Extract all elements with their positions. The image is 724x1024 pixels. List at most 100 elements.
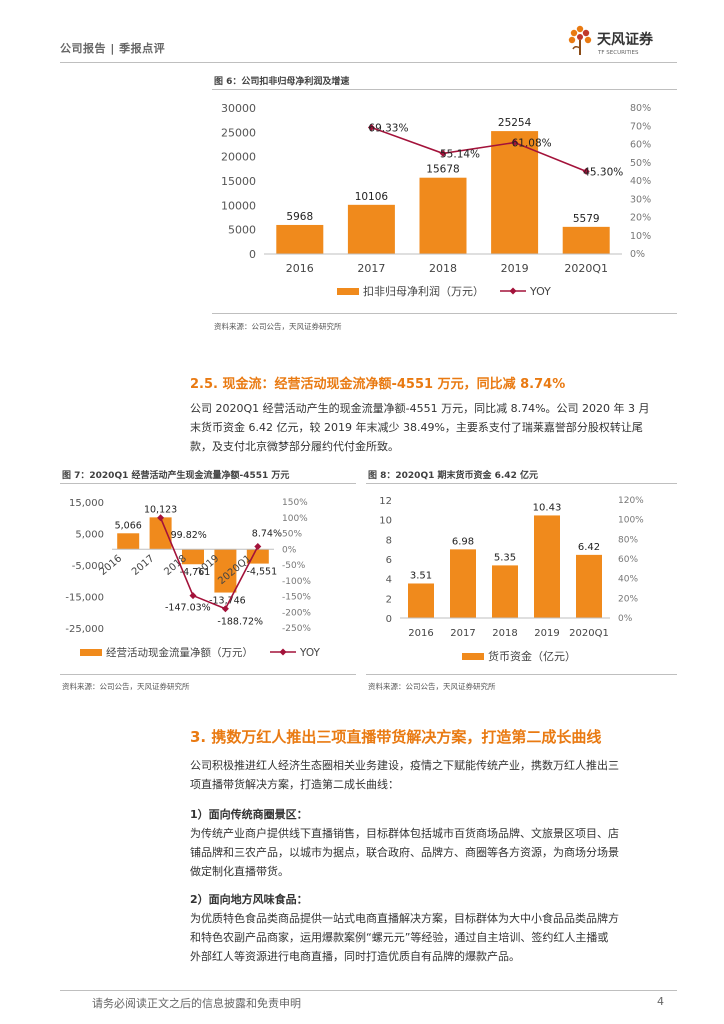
report-type-label: 公司报告 | 季报点评 bbox=[60, 42, 166, 55]
y-right-tick-label: -200% bbox=[282, 608, 311, 618]
y-left-tick-label: 5,000 bbox=[75, 530, 104, 541]
paragraph-line: 末货币资金 6.42 亿元，较 2019 年末减少 38.49%，主要系支付了瑞… bbox=[190, 421, 643, 434]
x-category-label: 2019 bbox=[501, 262, 529, 275]
y-left-tick-label: 10 bbox=[379, 516, 392, 527]
paragraph-line: 做定制化直播带货。 bbox=[190, 865, 289, 878]
x-category-label: 2018 bbox=[492, 628, 517, 639]
y-right-tick-label: 30% bbox=[630, 194, 651, 205]
y-left-tick-label: 0 bbox=[249, 248, 256, 261]
x-category-label: 2016 bbox=[98, 553, 125, 578]
y-left-tick-label: 2 bbox=[386, 594, 392, 605]
y-left-tick-label: 10000 bbox=[221, 199, 256, 212]
y-left-tick-label: 6 bbox=[386, 555, 392, 566]
fig6-caption: 图 6：公司扣非归母净利润及增速 bbox=[214, 77, 350, 87]
item2-title: 2）面向地方风味食品： bbox=[190, 893, 308, 906]
paragraph-line: 铺品牌和三农产品，以城市为据点，联合政府、品牌方、商圈等各方资源，为商场分场景 bbox=[190, 846, 619, 859]
y-right-tick-label: -100% bbox=[282, 577, 311, 587]
bar bbox=[534, 515, 560, 618]
item1-title: 1）面向传统商圈景区： bbox=[190, 808, 308, 821]
bar bbox=[562, 226, 610, 254]
brand-name: 天风证券 bbox=[597, 31, 654, 48]
flower-icon bbox=[568, 25, 592, 55]
yoy-point bbox=[157, 514, 165, 522]
yoy-value-label: 55.14% bbox=[440, 148, 480, 160]
header-divider bbox=[60, 62, 677, 63]
page-number: 4 bbox=[657, 995, 664, 1008]
yoy-value-label: -147.03% bbox=[165, 603, 211, 614]
x-category-label: 2018 bbox=[429, 262, 457, 275]
y-right-tick-label: 0% bbox=[282, 545, 297, 555]
y-right-tick-label: -250% bbox=[282, 624, 311, 634]
bar bbox=[246, 549, 269, 564]
legend-bar-label: 货币资金（亿元） bbox=[488, 649, 576, 663]
y-left-tick-label: 4 bbox=[386, 575, 392, 586]
bar-value-label: 6.98 bbox=[452, 536, 474, 547]
fig8-chart: 0246810120%20%40%60%80%100%120%3.516.985… bbox=[379, 496, 644, 663]
bar-value-label: 5968 bbox=[286, 211, 313, 223]
paragraph-line: 外部红人等资源进行电商直播，同时打造优质自有品牌的爆款产品。 bbox=[190, 950, 520, 963]
bar bbox=[117, 533, 140, 550]
brand-logo: 天风证券 TF SECURITIES bbox=[568, 25, 654, 56]
y-left-tick-label: 30000 bbox=[221, 102, 256, 115]
legend-line-marker bbox=[509, 287, 517, 295]
y-right-tick-label: 100% bbox=[282, 514, 308, 524]
bar-value-label: -4,551 bbox=[246, 567, 277, 578]
yoy-line bbox=[371, 126, 587, 173]
x-category-label: 2017 bbox=[357, 262, 385, 275]
y-right-tick-label: 80% bbox=[618, 535, 638, 545]
legend-line-marker bbox=[279, 648, 287, 656]
bar-value-label: 25254 bbox=[498, 117, 532, 129]
y-left-tick-label: -15,000 bbox=[65, 593, 104, 604]
bar bbox=[419, 177, 467, 254]
bar bbox=[492, 565, 518, 618]
bar-value-label: -4,761 bbox=[180, 567, 211, 578]
x-category-label: 2016 bbox=[408, 628, 433, 639]
yoy-value-label: 61.08% bbox=[512, 138, 552, 150]
section-2-5-title: 2.5. 现金流：经营活动现金流净额-4551 万元，同比减 8.74% bbox=[190, 377, 566, 392]
yoy-value-label: 99.82% bbox=[171, 530, 207, 541]
y-right-tick-label: 40% bbox=[618, 575, 638, 585]
y-right-tick-label: 60% bbox=[630, 140, 651, 151]
legend-bar-swatch bbox=[80, 649, 102, 656]
x-category-label: 2016 bbox=[286, 262, 314, 275]
fig7-caption: 图 7：2020Q1 经营活动产生现金流量净额-4551 万元 bbox=[62, 471, 290, 481]
paragraph-line: 和特色农副产品商家，运用爆款案例“螺元元”等经验，通过自主培训、签约红人主播或 bbox=[190, 931, 609, 944]
x-category-label: 2020Q1 bbox=[564, 262, 608, 275]
y-right-tick-label: 0% bbox=[618, 614, 633, 624]
fig7-bottom-divider bbox=[60, 674, 356, 675]
bar-value-label: 3.51 bbox=[410, 570, 432, 581]
y-left-tick-label: 5000 bbox=[228, 224, 256, 237]
legend-bar-label: 经营活动现金流量净额（万元） bbox=[106, 646, 253, 659]
yoy-value-label: 69.33% bbox=[368, 122, 408, 134]
bar bbox=[576, 554, 602, 618]
paragraph-line: 公司 2020Q1 经营活动产生的现金流量净额-4551 万元，同比减 8.74… bbox=[190, 402, 650, 415]
y-right-tick-label: 60% bbox=[618, 555, 638, 565]
item1-paragraph: 为传统产业商户提供线下直播销售，目标群体包括城市百货商场品牌、文旅景区项目、店 … bbox=[190, 824, 680, 881]
y-left-tick-label: -5,000 bbox=[72, 561, 104, 572]
brand-name-en: TF SECURITIES bbox=[597, 50, 639, 56]
bar-value-label: 10,123 bbox=[144, 504, 177, 515]
fig8-source: 资料来源：公司公告，天风证券研究所 bbox=[368, 682, 496, 691]
item2-paragraph: 为优质特色食品类商品提供一站式电商直播解决方案，目标群体为大中小食品品类品牌方 … bbox=[190, 909, 680, 966]
y-right-tick-label: -150% bbox=[282, 593, 311, 603]
bar bbox=[182, 549, 204, 565]
y-right-tick-label: 20% bbox=[630, 213, 651, 224]
footer-disclaimer: 请务必阅读正文之后的信息披露和免责申明 bbox=[92, 997, 301, 1010]
y-right-tick-label: -50% bbox=[282, 561, 306, 571]
fig7-source: 资料来源：公司公告，天风证券研究所 bbox=[62, 682, 190, 691]
bar-value-label: 15678 bbox=[426, 164, 459, 176]
y-right-tick-label: 50% bbox=[282, 530, 302, 540]
yoy-line bbox=[159, 517, 259, 610]
fig8-bottom-divider bbox=[366, 674, 677, 675]
bar-value-label: 10.43 bbox=[533, 502, 562, 513]
yoy-point bbox=[189, 592, 197, 600]
legend-bar-swatch bbox=[337, 288, 359, 295]
fig8-caption: 图 8：2020Q1 期末货币资金 6.42 亿元 bbox=[368, 471, 538, 481]
y-right-tick-label: 80% bbox=[630, 103, 651, 114]
y-right-tick-label: 70% bbox=[630, 121, 651, 132]
yoy-point bbox=[221, 605, 229, 613]
y-left-tick-label: -25,000 bbox=[65, 624, 104, 635]
fig8-caption-divider bbox=[366, 483, 677, 484]
y-right-tick-label: 10% bbox=[630, 231, 651, 242]
paragraph-line: 公司积极推进红人经济生态圈相关业务建设，疫情之下赋能传统产业，携数万红人推出三 bbox=[190, 759, 619, 772]
